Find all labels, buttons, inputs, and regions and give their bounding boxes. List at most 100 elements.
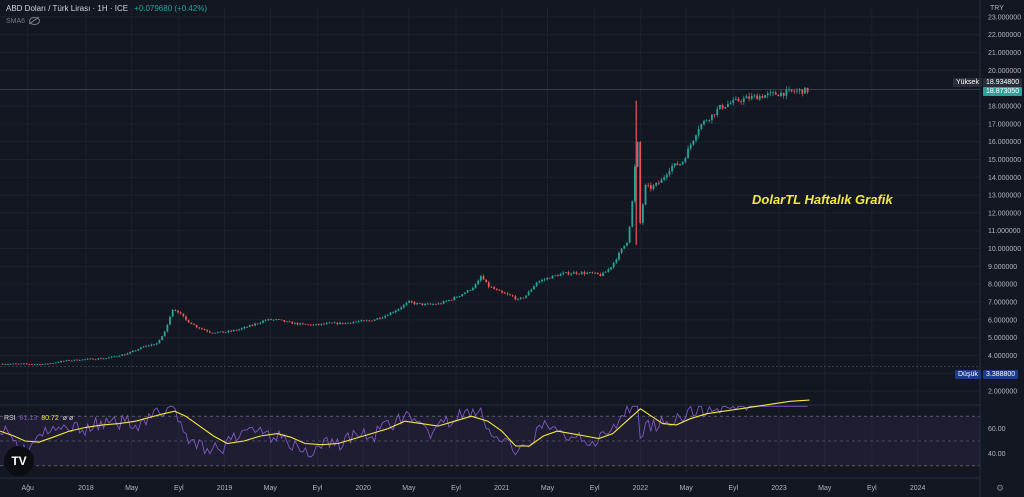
candle-body — [57, 362, 60, 364]
candle-body — [187, 319, 190, 323]
candle-body — [357, 321, 360, 323]
currency-label[interactable]: TRY — [990, 5, 1004, 12]
price-tick-label: 8.000000 — [988, 282, 1017, 289]
candle-body — [742, 98, 745, 102]
candle-body — [591, 272, 594, 274]
candle-body — [679, 164, 681, 166]
candle-body — [495, 289, 498, 290]
candle-body — [174, 310, 177, 311]
candle-body — [790, 89, 793, 92]
candle-body — [301, 323, 304, 325]
rsi-name: RSI — [4, 415, 16, 422]
candle-body — [426, 303, 429, 305]
candle-body — [240, 328, 243, 330]
candle-body — [293, 322, 296, 324]
eye-off-icon[interactable] — [29, 17, 41, 25]
rsi-pane — [0, 399, 980, 467]
candle-body — [541, 279, 543, 282]
indicator-legend[interactable]: SMA6 — [6, 17, 41, 25]
symbol-title[interactable]: ABD Doları / Türk Lirası · 1H · ICE — [6, 4, 129, 13]
time-axis[interactable]: Ağu 2018 May Eyl 2019 May Eyl 2020 May Eyl 2021 May… — [0, 477, 980, 492]
price-tick-label: 11.000000 — [988, 228, 1021, 235]
time-tick-label: May — [818, 485, 832, 492]
rsi-legend[interactable]: RSI 81.13 80.72 ø ø — [4, 415, 73, 422]
candle-body — [509, 294, 511, 296]
candle-body — [100, 358, 102, 360]
candle-body — [139, 347, 142, 350]
time-tick-label: 2019 — [217, 485, 233, 492]
candle-body — [442, 301, 445, 304]
candle-body — [251, 325, 254, 326]
candle-body — [711, 114, 713, 121]
rsi-tick-label: 40.00 — [988, 451, 1006, 458]
candle-body — [248, 325, 251, 327]
candle-body — [15, 363, 17, 365]
candle-body — [586, 272, 588, 274]
candle-body — [562, 272, 565, 275]
candle-body — [804, 87, 806, 94]
candle-body — [73, 359, 76, 361]
symbol-header[interactable]: ABD Doları / Türk Lirası · 1H · ICE +0.0… — [6, 4, 207, 13]
tradingview-logo[interactable]: TV — [4, 446, 34, 476]
candle-body — [567, 272, 570, 275]
candle-body — [554, 275, 557, 277]
candle-body — [214, 332, 217, 334]
candle-body — [490, 286, 493, 288]
candle-body — [325, 322, 328, 324]
candle-body — [97, 358, 100, 360]
candles — [1, 86, 809, 366]
time-tick-label: Eyl — [728, 485, 738, 492]
candle-body — [36, 364, 39, 365]
candle-body — [368, 320, 371, 322]
candle-body — [724, 107, 727, 109]
candle-body — [527, 291, 530, 296]
candle-body — [288, 321, 291, 323]
candle-body — [626, 242, 628, 246]
rsi-ma-line — [0, 399, 810, 447]
price-tick-label: 6.000000 — [988, 317, 1017, 324]
indicator-name[interactable]: SMA6 — [6, 17, 26, 25]
candle-body — [575, 272, 578, 274]
time-tick-label: May — [680, 485, 694, 492]
high-value: 18.934800 — [983, 78, 1023, 87]
candle-body — [737, 98, 740, 102]
candle-body — [147, 345, 150, 347]
price-tick-label: 12.000000 — [988, 210, 1021, 217]
candle-body — [729, 103, 732, 105]
candle-body — [596, 272, 599, 275]
candle-body — [270, 319, 272, 320]
candle-body — [84, 359, 86, 361]
candle-body — [636, 142, 639, 167]
candle-body — [81, 359, 84, 361]
candle-body — [203, 329, 206, 331]
candle-body — [89, 358, 92, 360]
candle-body — [448, 299, 450, 301]
candle-body — [647, 184, 650, 186]
candle-body — [163, 331, 166, 337]
candle-body — [578, 273, 581, 275]
candle-body — [23, 363, 25, 365]
candle-body — [179, 312, 182, 314]
candle-body — [185, 316, 187, 320]
candle-body — [671, 165, 674, 171]
candle-body — [413, 302, 416, 305]
candle-body — [123, 354, 126, 356]
candle-body — [381, 317, 384, 319]
gear-icon[interactable]: ⚙ — [996, 483, 1005, 493]
price-axis[interactable]: 23.000000 22.000000 21.000000 20.000000 18.0… — [979, 0, 1024, 497]
candle-body — [195, 324, 198, 328]
candle-body — [392, 312, 395, 313]
candle-body — [389, 312, 392, 316]
candle-body — [618, 252, 620, 260]
candle-body — [602, 272, 604, 276]
candle-body — [153, 344, 155, 346]
candle-body — [94, 359, 97, 361]
candle-body — [328, 322, 331, 324]
candle-body — [142, 346, 145, 348]
candle-body — [599, 274, 602, 276]
candle-body — [655, 182, 658, 186]
candle-body — [471, 287, 474, 290]
candle-body — [660, 179, 663, 183]
candle-body — [501, 290, 503, 293]
